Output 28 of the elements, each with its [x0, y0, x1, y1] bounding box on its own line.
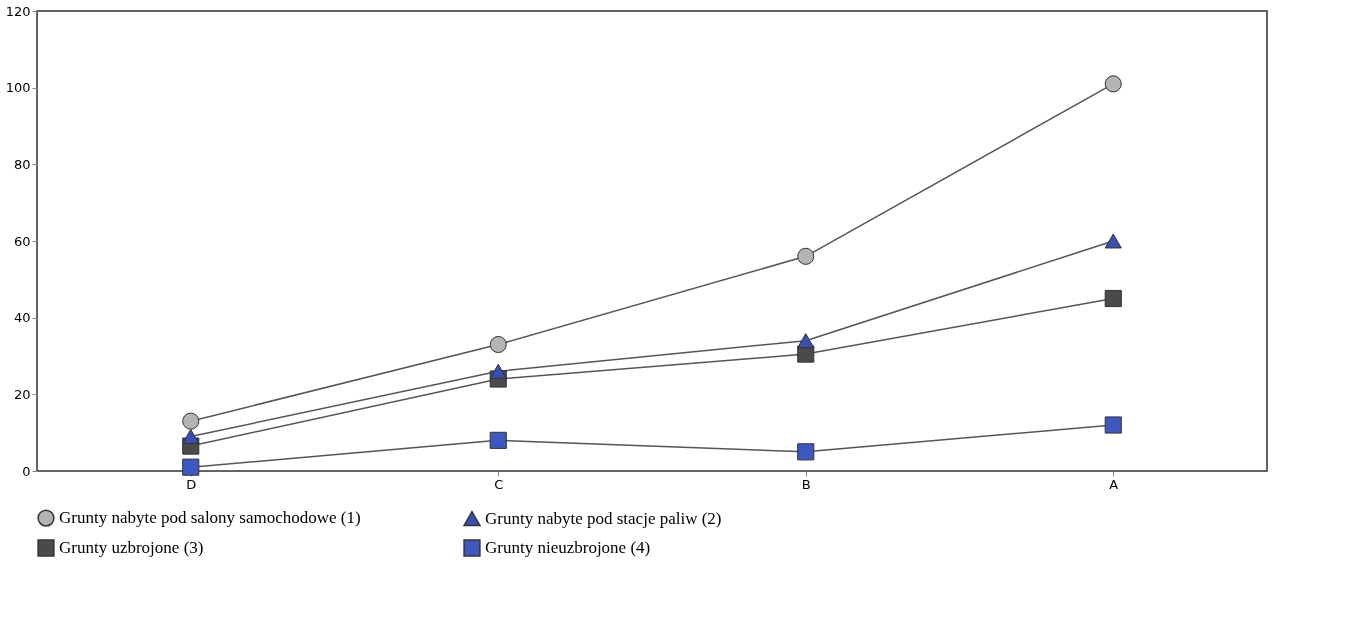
legend-label: Grunty nabyte pod salony samochodowe (1)	[59, 508, 361, 528]
point	[182, 412, 200, 430]
legend-label: Grunty uzbrojone (3)	[59, 538, 204, 557]
point	[1104, 416, 1122, 434]
point	[797, 443, 815, 461]
y-tick-label: 40	[13, 310, 31, 326]
point	[797, 247, 815, 265]
point	[1104, 233, 1122, 249]
point	[1104, 289, 1122, 308]
x-tick-label: B	[801, 476, 811, 492]
x-tick-label: D	[186, 476, 197, 492]
y-tick-label: 0	[22, 463, 31, 479]
legend-label: Grunty nieuzbrojone (4)	[485, 538, 651, 557]
y-tick-label: 20	[13, 386, 31, 402]
x-tick-label: A	[1109, 476, 1119, 492]
point	[489, 335, 507, 354]
point	[182, 458, 200, 476]
y-tick-label: 120	[5, 3, 31, 19]
x-tick-label: C	[494, 476, 504, 492]
point	[797, 333, 815, 349]
point	[489, 363, 507, 379]
point	[1104, 75, 1122, 93]
y-tick-label: 60	[13, 233, 31, 249]
point	[489, 431, 507, 449]
y-tick-label: 80	[13, 156, 31, 172]
point	[182, 429, 200, 444]
y-tick-label: 100	[5, 80, 31, 96]
legend-label: Grunty nabyte pod stacje paliw (2)	[485, 508, 722, 528]
